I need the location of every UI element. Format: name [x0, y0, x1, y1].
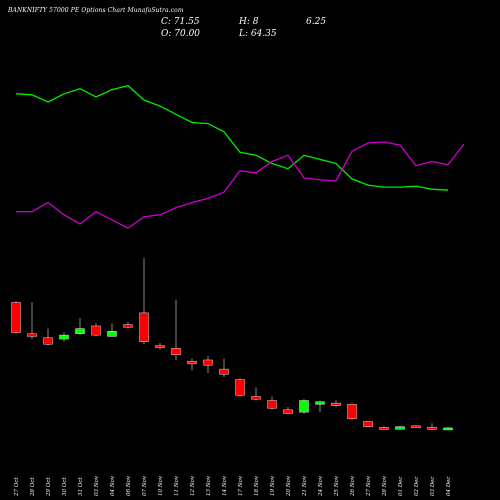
- low-value: L: 64.35: [239, 29, 277, 39]
- candle-21: [347, 403, 357, 421]
- x-tick-label: 04 Dec: [446, 477, 452, 497]
- candle-7: [123, 322, 133, 329]
- candle-body: [251, 396, 261, 400]
- x-tick-label: 12 Nov: [190, 475, 196, 496]
- x-tick-label: 04 Nov: [110, 475, 116, 496]
- candle-1: [27, 302, 37, 340]
- x-tick-label: 28 Nov: [382, 475, 388, 497]
- x-tick-label: 20 Nov: [286, 475, 292, 497]
- candle-14: [235, 378, 245, 397]
- x-tick-label: 03 Nov: [94, 475, 100, 496]
- candle-5: [91, 323, 101, 337]
- candle-body: [171, 347, 181, 355]
- candle-body: [267, 400, 277, 409]
- x-tick-label: 24 Nov: [318, 475, 324, 497]
- x-tick-label: 06 Nov: [126, 475, 132, 496]
- x-tick-label: 01 Dec: [398, 477, 404, 497]
- x-tick-label: 11 Nov: [174, 475, 180, 496]
- candle-body: [283, 409, 293, 414]
- x-tick-label: 19 Nov: [270, 475, 276, 496]
- candle-body: [315, 401, 325, 405]
- candle-18: [299, 399, 309, 414]
- candle-22: [363, 421, 373, 427]
- candle-body: [91, 325, 101, 336]
- candle-3: [59, 332, 69, 342]
- candle-26: [427, 423, 437, 430]
- candle-20: [331, 400, 341, 408]
- x-tick-label: 14 Nov: [222, 475, 228, 496]
- x-tick-label: 31 Oct: [78, 477, 84, 496]
- candle-12: [203, 356, 213, 374]
- candle-24: [395, 426, 405, 430]
- candle-body: [379, 427, 389, 430]
- chart-title: BANKNIFTY 57000 PE Options Chart MunafaS…: [8, 7, 184, 14]
- candle-15: [251, 387, 261, 401]
- candle-body: [411, 425, 421, 429]
- candle-body: [75, 328, 85, 335]
- series-line-green: [15, 84, 449, 191]
- high-value: H: 8: [239, 17, 259, 27]
- candle-body: [187, 361, 197, 365]
- x-tick-label: 02 Dec: [414, 477, 420, 497]
- x-tick-label: 27 Nov: [366, 475, 372, 497]
- x-tick-label: 28 Oct: [30, 477, 36, 497]
- candle-11: [187, 358, 197, 371]
- candle-13: [219, 358, 229, 377]
- candle-23: [379, 426, 389, 430]
- x-tick-label: 26 Nov: [350, 475, 356, 497]
- candle-body: [203, 359, 213, 366]
- open-value: O: 70.00: [161, 29, 201, 39]
- candle-2: [43, 328, 53, 346]
- x-tick-label: 10 Nov: [158, 475, 164, 496]
- x-tick-label: 17 Nov: [238, 475, 244, 496]
- x-tick-label: 07 Nov: [142, 475, 148, 496]
- candle-body: [155, 345, 165, 348]
- candle-body: [107, 331, 117, 337]
- candle-body: [27, 333, 37, 337]
- candle-17: [283, 407, 293, 414]
- candle-body: [11, 302, 21, 333]
- candle-body: [59, 334, 69, 340]
- high-value-extra: 6.25: [306, 17, 327, 27]
- close-value: C: 71.55: [161, 17, 200, 27]
- candle-25: [411, 425, 421, 429]
- candle-16: [267, 396, 277, 410]
- candle-body: [363, 421, 373, 427]
- x-tick-label: 30 Oct: [62, 477, 68, 496]
- candle-body: [219, 368, 229, 375]
- candle-6: [107, 323, 117, 337]
- x-tick-label: 25 Nov: [334, 475, 340, 497]
- candle-body: [43, 337, 53, 345]
- candle-19: [315, 400, 325, 413]
- series-line-magenta: [16, 141, 465, 229]
- candle-0: [11, 301, 21, 334]
- candle-body: [331, 402, 341, 406]
- x-tick-label: 29 Oct: [46, 477, 52, 497]
- candle-10: [171, 299, 181, 360]
- x-tick-label: 03 Dec: [430, 477, 436, 497]
- candle-body: [235, 379, 245, 396]
- candle-body: [139, 312, 149, 342]
- candle-body: [443, 427, 453, 431]
- x-tick-label: 27 Oct: [14, 477, 20, 497]
- candle-9: [155, 342, 165, 350]
- x-tick-label: 13 Nov: [206, 475, 212, 496]
- candle-body: [395, 426, 405, 430]
- candle-body: [123, 324, 133, 328]
- x-tick-label: 18 Nov: [254, 475, 260, 496]
- candle-8: [139, 258, 149, 345]
- x-tick-label: 21 Nov: [302, 475, 308, 497]
- candle-4: [75, 318, 85, 336]
- candle-body: [299, 400, 309, 413]
- candle-body: [427, 426, 437, 430]
- candle-27: [443, 426, 453, 431]
- candle-body: [347, 404, 357, 419]
